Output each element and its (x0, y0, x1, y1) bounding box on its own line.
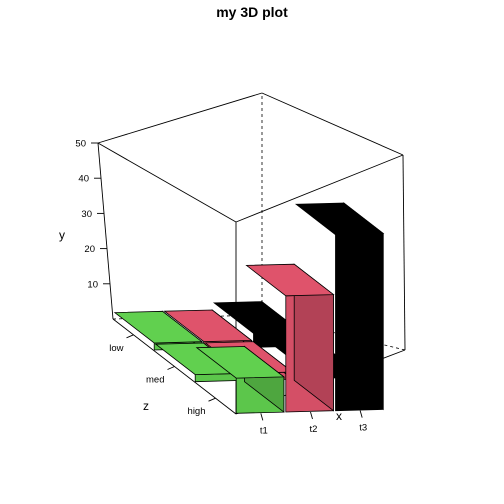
x-tick-mark (260, 413, 264, 421)
y-axis: 10 20 30 40 50 (75, 139, 110, 290)
x-axis: t1 t2 t3 (260, 410, 367, 436)
z-axis-label: z (143, 399, 149, 413)
box-right-edge (402, 154, 406, 351)
y-tick-label: 20 (84, 244, 95, 255)
box-top-front-edge (235, 154, 404, 223)
chart-title: my 3D plot (216, 4, 288, 20)
x-axis-label: x (336, 409, 342, 423)
y-tick-label: 10 (87, 279, 98, 290)
x-tick-mark (359, 410, 363, 418)
box-top-left-edge (97, 142, 237, 223)
x-tick-label: t3 (359, 423, 367, 434)
bar-t1-high (195, 345, 286, 414)
z-tick-mark (126, 334, 134, 339)
z-tick-label: low (109, 343, 123, 354)
bar-t2-high (245, 263, 335, 413)
bars (113, 202, 385, 414)
y-axis-label: y (59, 228, 65, 242)
z-tick-mark (208, 397, 216, 402)
y-tick-label: 30 (81, 209, 92, 220)
z-tick-label: med (146, 375, 164, 386)
y-tick-label: 40 (78, 174, 89, 185)
x-tick-label: t2 (310, 424, 318, 435)
z-tick-mark (167, 366, 175, 370)
z-axis: low med high (109, 334, 216, 417)
x-tick-label: t1 (260, 425, 268, 436)
bar-t3-high (294, 202, 385, 412)
z-tick-label: high (188, 406, 206, 417)
box-top-back-edge (97, 92, 263, 144)
y-tick-label: 50 (75, 139, 86, 150)
box-left-edge (97, 142, 114, 320)
x-tick-mark (310, 411, 313, 420)
box-top-right-edge (261, 92, 404, 156)
